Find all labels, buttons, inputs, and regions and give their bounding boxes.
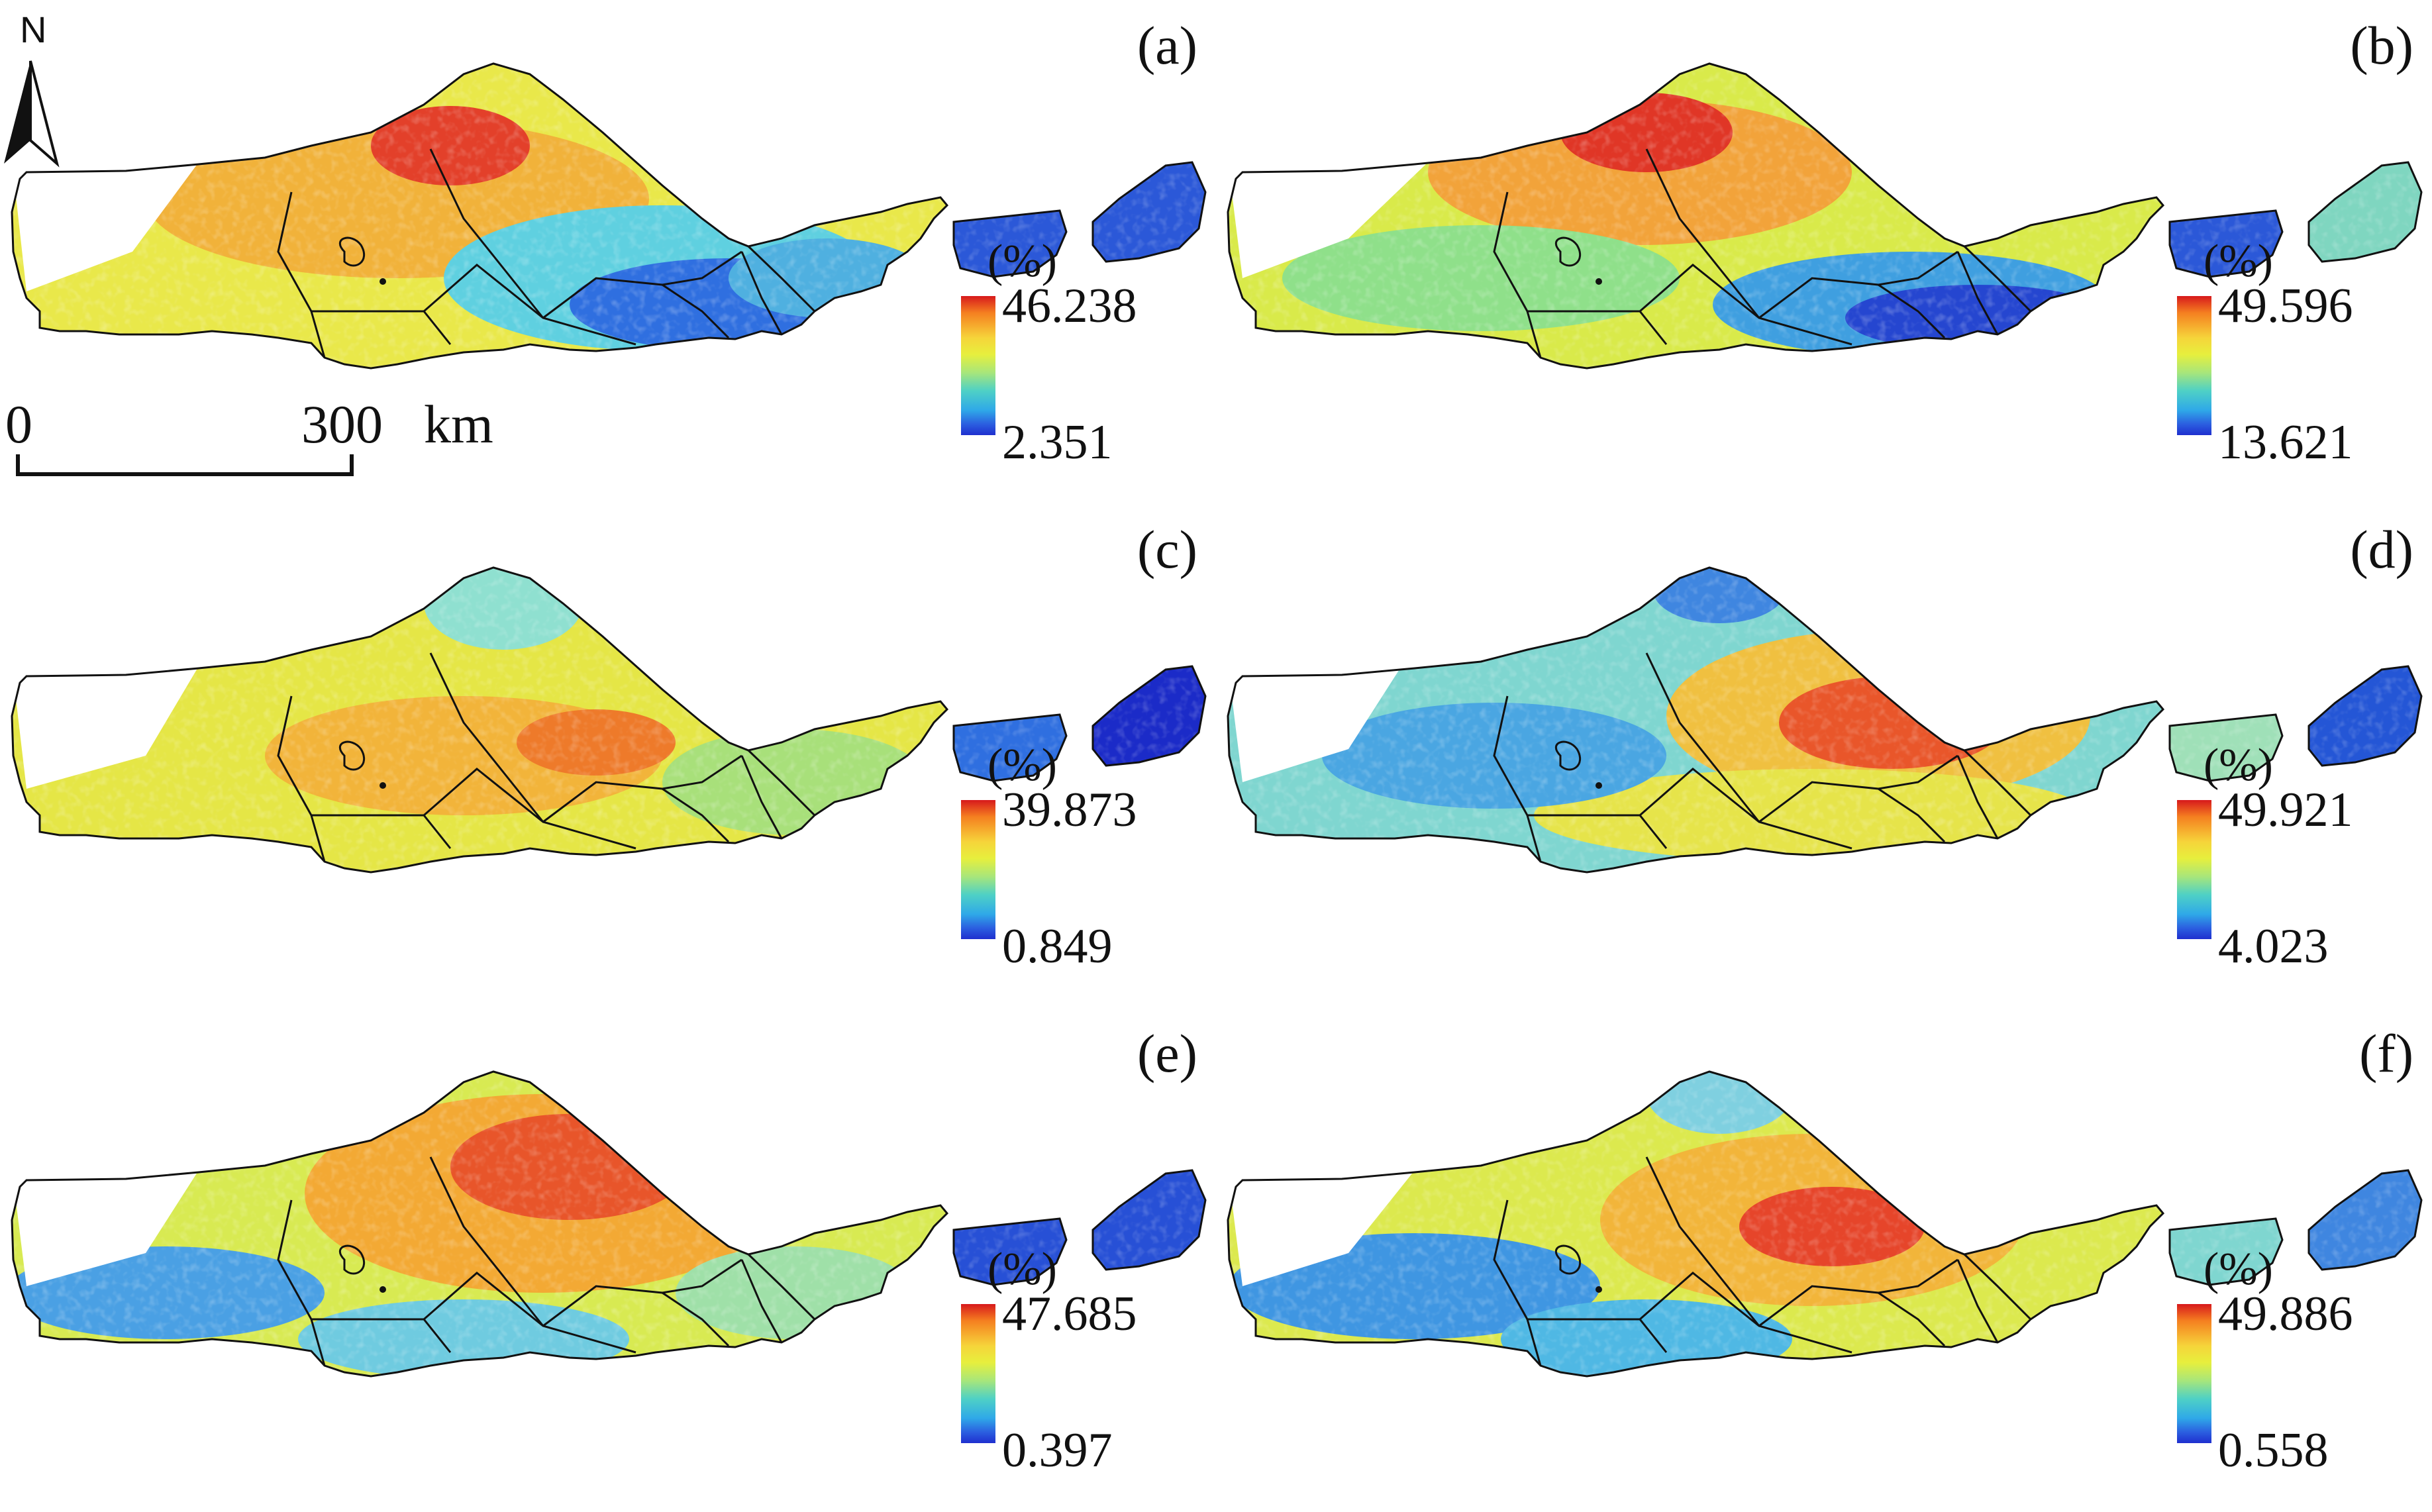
- legend-unit-label: (%): [2204, 740, 2273, 791]
- legend-colorbar: [2177, 1304, 2211, 1443]
- map-b: [1227, 62, 2423, 370]
- scale-zero-label: 0: [5, 394, 32, 454]
- panel-a: (a) N 0 300 km (%) 46.238 2.351: [0, 0, 1216, 504]
- map-a: [11, 62, 1207, 370]
- panel-d: (d) (%) 49.921 4.023: [1216, 504, 2432, 1008]
- north-arrow-icon: [4, 60, 60, 168]
- north-label: N: [20, 9, 47, 50]
- map-d: [1227, 566, 2423, 874]
- legend-f: (%) 49.886 0.558: [2177, 1243, 2402, 1488]
- legend-colorbar: [961, 296, 995, 435]
- map-f: [1227, 1070, 2423, 1378]
- legend-a: (%) 46.238 2.351: [961, 235, 1186, 480]
- panel-b: (b) (%) 49.596 13.621: [1216, 0, 2432, 504]
- legend-min-value: 2.351: [1002, 415, 1113, 470]
- legend-unit-label: (%): [2204, 1244, 2273, 1295]
- legend-max-value: 49.921: [2218, 783, 2353, 837]
- legend-colorbar: [961, 800, 995, 939]
- legend-colorbar: [2177, 800, 2211, 939]
- scale-distance-label: 300: [301, 394, 383, 454]
- legend-unit-label: (%): [2204, 236, 2273, 287]
- legend-unit-label: (%): [988, 740, 1057, 791]
- scale-bar: 0 300 km: [0, 397, 517, 503]
- legend-b: (%) 49.596 13.621: [2177, 235, 2402, 480]
- legend-max-value: 39.873: [1002, 783, 1137, 837]
- legend-e: (%) 47.685 0.397: [961, 1243, 1186, 1488]
- map-c: [11, 566, 1207, 874]
- scale-line: [16, 454, 354, 476]
- north-arrow: N: [4, 8, 77, 168]
- legend-colorbar: [961, 1304, 995, 1443]
- legend-min-value: 4.023: [2218, 919, 2329, 974]
- legend-min-value: 0.849: [1002, 919, 1113, 974]
- scale-unit-label: km: [424, 394, 493, 454]
- legend-colorbar: [2177, 296, 2211, 435]
- legend-d: (%) 49.921 4.023: [2177, 739, 2402, 984]
- panel-label-a: (a): [1137, 15, 1197, 76]
- legend-unit-label: (%): [988, 1244, 1057, 1295]
- panel-e: (e) (%) 47.685 0.397: [0, 1008, 1216, 1512]
- panel-label-f: (f): [2359, 1023, 2413, 1084]
- panel-label-e: (e): [1137, 1023, 1197, 1084]
- map-e: [11, 1070, 1207, 1378]
- panel-label-b: (b): [2350, 15, 2413, 76]
- panel-f: (f) (%) 49.886 0.558: [1216, 1008, 2432, 1512]
- panel-c: (c) (%) 39.873 0.849: [0, 504, 1216, 1008]
- legend-min-value: 0.397: [1002, 1423, 1113, 1478]
- legend-c: (%) 39.873 0.849: [961, 739, 1186, 984]
- legend-max-value: 47.685: [1002, 1287, 1137, 1341]
- legend-min-value: 0.558: [2218, 1423, 2329, 1478]
- legend-max-value: 49.596: [2218, 279, 2353, 333]
- legend-max-value: 46.238: [1002, 279, 1137, 333]
- legend-max-value: 49.886: [2218, 1287, 2353, 1341]
- panel-label-c: (c): [1137, 519, 1197, 580]
- legend-min-value: 13.621: [2218, 415, 2353, 470]
- panel-label-d: (d): [2350, 519, 2413, 580]
- legend-unit-label: (%): [988, 236, 1057, 287]
